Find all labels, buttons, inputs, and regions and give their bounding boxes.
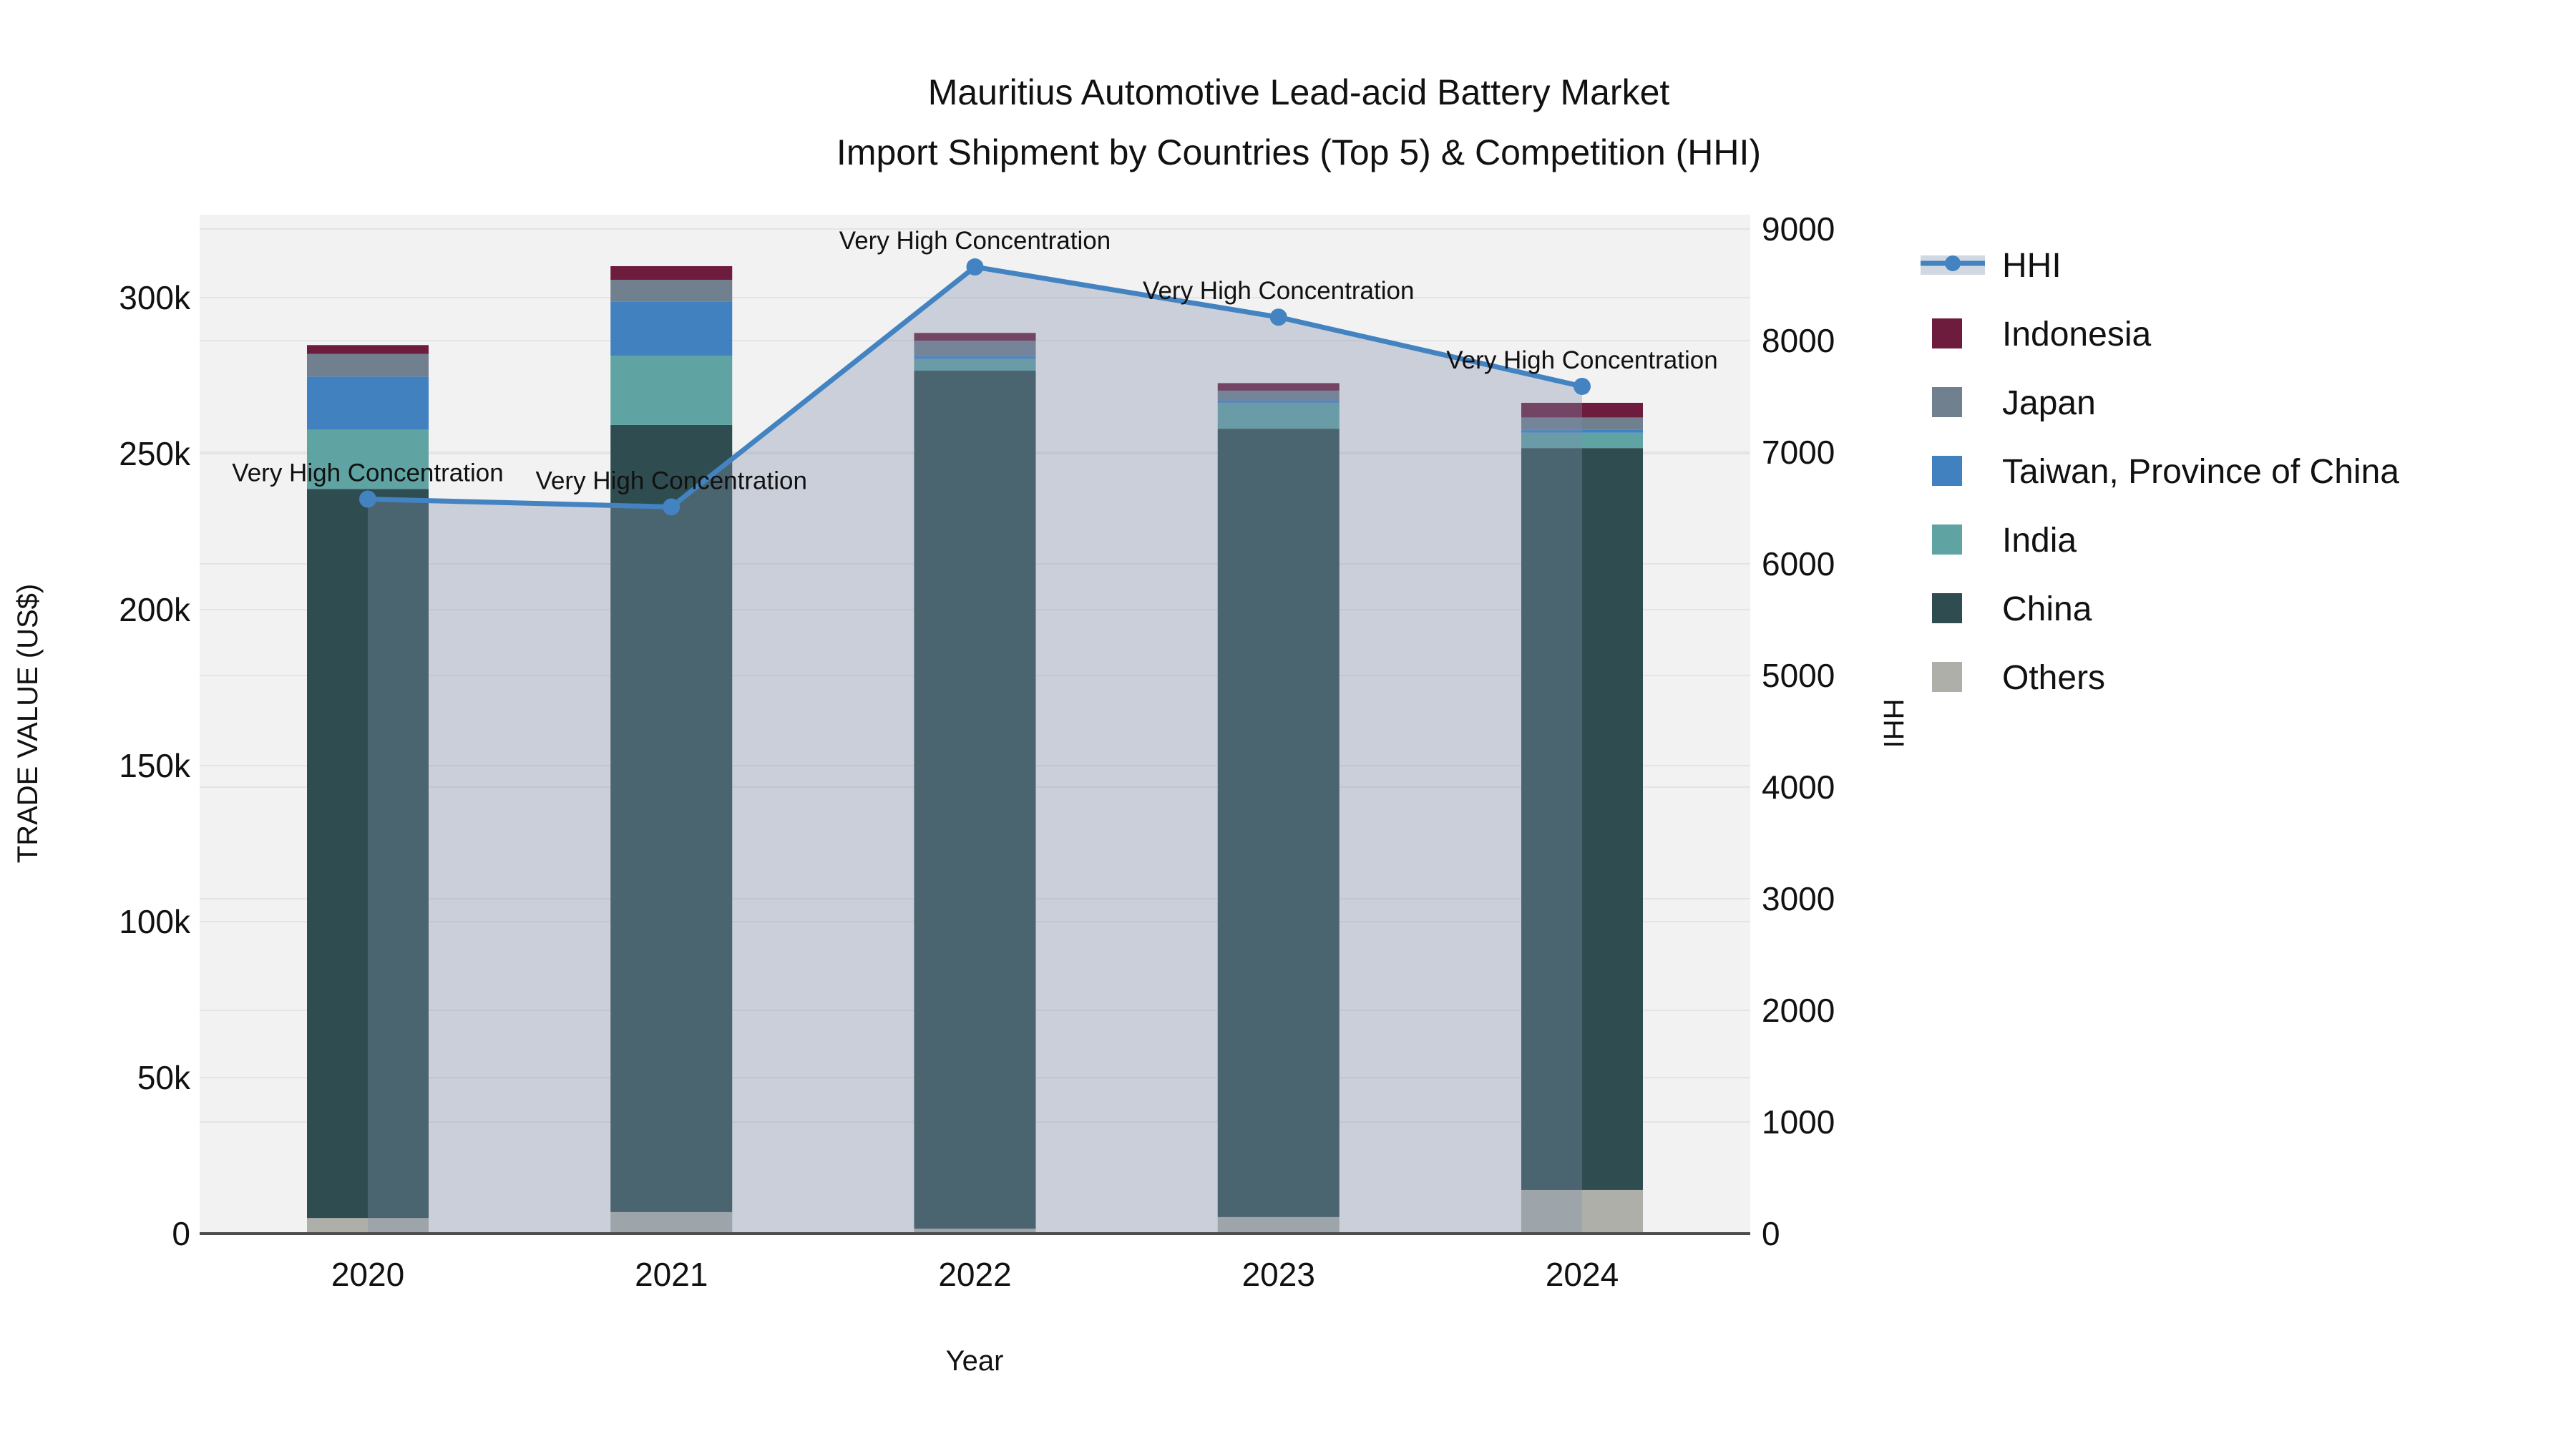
bar-segment-others[interactable] bbox=[1521, 1189, 1643, 1234]
bar-segment-indonesia[interactable] bbox=[1521, 402, 1643, 418]
x-tick-label: 2020 bbox=[331, 1256, 404, 1293]
bar-segment-japan[interactable] bbox=[1217, 390, 1340, 401]
bar-segment-taiwan-province-of-china[interactable] bbox=[307, 376, 429, 430]
y1-tick-label: 250k bbox=[119, 435, 191, 472]
bar-segment-india[interactable] bbox=[914, 358, 1036, 371]
legend-label-india: India bbox=[2002, 522, 2077, 560]
legend-label-hhi: HHI bbox=[2002, 247, 2062, 285]
bar-segment-india[interactable] bbox=[1217, 402, 1340, 429]
bar-segment-china[interactable] bbox=[914, 371, 1036, 1229]
legend-swatch-indonesia bbox=[1932, 318, 1962, 348]
bar-segment-taiwan-province-of-china[interactable] bbox=[1217, 400, 1340, 403]
legend-item-hhi[interactable]: HHI bbox=[1921, 247, 2062, 285]
bar-segment-taiwan-province-of-china[interactable] bbox=[610, 301, 733, 356]
bar-segment-japan[interactable] bbox=[914, 341, 1036, 356]
annotation-2023: Very High Concentration bbox=[1143, 277, 1414, 305]
y2-tick-label: 7000 bbox=[1762, 434, 1835, 471]
y1-tick-label: 150k bbox=[119, 747, 191, 784]
bar-segment-indonesia[interactable] bbox=[1217, 383, 1340, 391]
x-tick-label: 2024 bbox=[1546, 1256, 1619, 1293]
bar-segment-china[interactable] bbox=[610, 424, 733, 1212]
bar-segment-indonesia[interactable] bbox=[307, 345, 429, 354]
bar-segment-japan[interactable] bbox=[1521, 417, 1643, 430]
bar-segment-china[interactable] bbox=[307, 489, 429, 1219]
bar-segment-others[interactable] bbox=[610, 1211, 733, 1234]
x-tick-label: 2022 bbox=[938, 1256, 1011, 1293]
bar-segment-others[interactable] bbox=[914, 1229, 1036, 1234]
y2-tick-label: 0 bbox=[1762, 1215, 1780, 1252]
bar-segment-others[interactable] bbox=[307, 1218, 429, 1234]
legend-swatch-taiwan-province-of-china bbox=[1932, 456, 1962, 486]
legend-item-japan[interactable]: Japan bbox=[1932, 384, 2096, 422]
annotation-2022: Very High Concentration bbox=[839, 227, 1111, 255]
bar-segment-india[interactable] bbox=[1521, 432, 1643, 449]
y2-axis-title: HHI bbox=[1878, 699, 1909, 748]
bar-segment-indonesia[interactable] bbox=[914, 333, 1036, 341]
legend-swatch-india bbox=[1932, 525, 1962, 555]
legend-item-india[interactable]: India bbox=[1932, 522, 2077, 560]
bar-segment-india[interactable] bbox=[307, 429, 429, 489]
legend-item-china[interactable]: China bbox=[1932, 590, 2092, 628]
y1-axis-title: TRADE VALUE (US$) bbox=[12, 584, 44, 863]
legend-label-indonesia: Indonesia bbox=[2002, 316, 2151, 353]
x-tick-label: 2023 bbox=[1242, 1256, 1315, 1293]
y2-tick-label: 3000 bbox=[1762, 880, 1835, 917]
legend-item-others[interactable]: Others bbox=[1932, 659, 2105, 697]
bar-segment-india[interactable] bbox=[610, 356, 733, 425]
y2-tick-label: 9000 bbox=[1762, 210, 1835, 248]
legend-item-indonesia[interactable]: Indonesia bbox=[1932, 316, 2151, 353]
hhi-marker-2021[interactable] bbox=[663, 498, 680, 516]
bar-segment-japan[interactable] bbox=[307, 353, 429, 377]
y1-tick-label: 0 bbox=[172, 1215, 190, 1252]
y2-tick-label: 2000 bbox=[1762, 992, 1835, 1029]
annotation-2024: Very High Concentration bbox=[1446, 346, 1717, 374]
hhi-marker-2024[interactable] bbox=[1574, 377, 1591, 395]
y2-tick-label: 1000 bbox=[1762, 1103, 1835, 1141]
bar-segment-china[interactable] bbox=[1217, 429, 1340, 1217]
bar-segment-others[interactable] bbox=[1217, 1216, 1340, 1234]
annotation-2021: Very High Concentration bbox=[536, 467, 807, 494]
y1-tick-label: 50k bbox=[137, 1059, 191, 1096]
legend-swatch-japan bbox=[1932, 387, 1962, 417]
bar-segment-indonesia[interactable] bbox=[610, 265, 733, 280]
y2-tick-label: 8000 bbox=[1762, 322, 1835, 359]
y2-tick-label: 5000 bbox=[1762, 657, 1835, 694]
chart-title-line2: Import Shipment by Countries (Top 5) & C… bbox=[836, 132, 1761, 172]
y2-tick-label: 6000 bbox=[1762, 545, 1835, 582]
legend-label-china: China bbox=[2002, 590, 2092, 628]
legend-swatch-others bbox=[1932, 662, 1962, 692]
legend-label-others: Others bbox=[2002, 659, 2105, 697]
hhi-marker-2023[interactable] bbox=[1269, 308, 1287, 326]
legend-item-taiwan-province-of-china[interactable]: Taiwan, Province of China bbox=[1932, 453, 2399, 491]
hhi-marker-2022[interactable] bbox=[966, 258, 984, 276]
x-axis-title: Year bbox=[946, 1345, 1004, 1377]
y1-tick-label: 100k bbox=[119, 903, 191, 940]
bar-segment-china[interactable] bbox=[1521, 448, 1643, 1190]
chart-title-line1: Mauritius Automotive Lead-acid Battery M… bbox=[928, 72, 1670, 112]
y1-tick-label: 300k bbox=[119, 279, 191, 316]
legend-hhi-marker-icon bbox=[1945, 255, 1961, 271]
x-tick-label: 2021 bbox=[635, 1256, 708, 1293]
legend-label-japan: Japan bbox=[2002, 384, 2096, 422]
hhi-marker-2020[interactable] bbox=[359, 490, 376, 508]
bar-segment-taiwan-province-of-china[interactable] bbox=[914, 356, 1036, 359]
bar-segment-taiwan-province-of-china[interactable] bbox=[1521, 429, 1643, 433]
bar-segment-japan[interactable] bbox=[610, 280, 733, 302]
legend-label-taiwan-province-of-china: Taiwan, Province of China bbox=[2002, 453, 2399, 491]
y1-tick-label: 200k bbox=[119, 591, 191, 628]
annotation-2020: Very High Concentration bbox=[232, 459, 503, 487]
legend-swatch-china bbox=[1932, 593, 1962, 623]
y2-tick-label: 4000 bbox=[1762, 769, 1835, 806]
